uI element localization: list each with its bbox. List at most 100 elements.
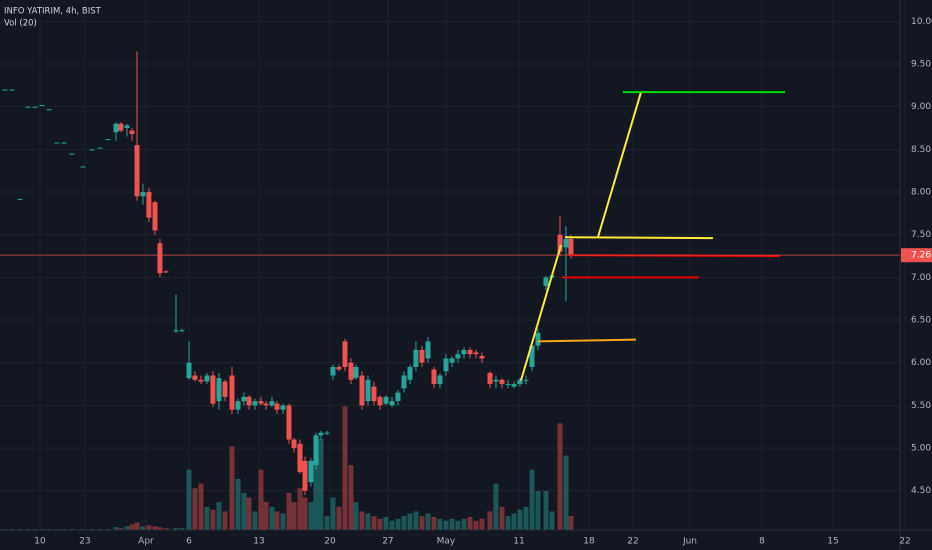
x-tick-label: 11 <box>513 537 524 547</box>
volume-bar <box>383 517 389 530</box>
candle-body <box>336 366 342 370</box>
candle-body <box>146 192 152 218</box>
y-tick-label: 9.50 <box>911 60 931 70</box>
last-price-badge <box>901 248 932 263</box>
volume-bar <box>401 516 407 530</box>
volume-bar <box>330 497 336 530</box>
candle-body <box>286 405 292 440</box>
volume-bar <box>535 491 541 530</box>
candle-body <box>32 106 38 108</box>
trend-line <box>537 338 636 343</box>
volume-bar <box>359 511 365 530</box>
candle-body <box>129 130 135 134</box>
y-tick-label: 6.00 <box>911 358 931 368</box>
volume-bar <box>324 516 330 530</box>
volume-bar <box>186 469 192 530</box>
candle-body <box>69 153 75 155</box>
candle-body <box>105 139 111 141</box>
candle-body <box>89 149 95 151</box>
candle-body <box>222 381 228 397</box>
candle-body <box>449 358 455 363</box>
y-tick-label: 7.50 <box>911 230 931 240</box>
candle-body <box>258 401 264 404</box>
candle-body <box>487 372 493 385</box>
candle-body <box>229 375 235 410</box>
volume-bar <box>336 506 342 530</box>
candle-body <box>313 435 319 466</box>
candle-body <box>308 460 314 483</box>
candle-body <box>383 396 389 404</box>
volume-bar <box>353 502 359 530</box>
candle-body <box>505 384 511 386</box>
candle-body <box>173 330 179 332</box>
volume-bar <box>163 528 169 530</box>
candle-body <box>252 401 258 406</box>
volume-bar <box>479 518 485 530</box>
volume-bar <box>229 446 235 530</box>
volume-bar <box>419 516 425 530</box>
volume-bar <box>529 469 535 530</box>
volume-bar <box>252 511 258 530</box>
volume-bar <box>173 528 179 530</box>
y-tick-label: 7.00 <box>911 273 931 283</box>
volume-bar <box>407 513 413 530</box>
volume-bar <box>241 492 247 530</box>
volume-bar <box>308 502 314 530</box>
volume <box>2 406 574 530</box>
volume-bar <box>487 511 493 530</box>
x-tick-label: Jun <box>682 537 697 547</box>
candle-body <box>97 147 103 149</box>
candle-body <box>419 349 425 363</box>
candle-body <box>529 345 535 367</box>
candle-body <box>371 386 377 402</box>
volume-bar <box>449 518 455 530</box>
volume-bar <box>511 513 517 530</box>
volume-bar <box>192 488 198 530</box>
y-tick-label: 6.50 <box>911 316 931 326</box>
candle-body <box>467 349 473 355</box>
volume-bar <box>118 528 124 530</box>
candle-body <box>246 396 252 406</box>
candle-body <box>568 238 574 256</box>
candle-body <box>389 401 395 406</box>
x-tick-label: 22 <box>899 537 910 547</box>
volume-bar <box>395 518 401 530</box>
volume-bar <box>280 513 286 530</box>
volume-bar <box>246 497 252 530</box>
volume-bar <box>297 488 303 530</box>
volume-bar <box>342 406 348 530</box>
x-tick-label: 10 <box>34 537 46 547</box>
volume-bar <box>216 502 222 530</box>
volume-bar <box>204 506 210 530</box>
candle-body <box>291 439 297 449</box>
candle-body <box>353 366 359 379</box>
candle-body <box>479 355 485 359</box>
volume-bar <box>291 502 297 530</box>
volume-bar <box>493 483 499 530</box>
volume-bar <box>377 518 383 530</box>
candle-body <box>557 234 563 252</box>
volume-bar <box>269 506 275 530</box>
volume-bar <box>129 524 135 530</box>
candle-body <box>61 142 67 144</box>
volume-bar <box>157 527 163 530</box>
candle-body <box>401 375 407 389</box>
candle-body <box>318 432 324 436</box>
volume-bar <box>318 439 324 530</box>
plot <box>0 51 900 496</box>
volume-bar <box>235 478 241 530</box>
candle-body <box>9 89 15 91</box>
candle-body <box>535 332 541 346</box>
volume-bar <box>543 491 549 530</box>
y-tick-label: 4.50 <box>911 486 931 496</box>
volume-bar <box>371 516 377 530</box>
volume-bar <box>499 506 505 530</box>
volume-bar <box>425 513 431 530</box>
y-tick-label: 8.00 <box>911 188 931 198</box>
axes: 10.00 9.50 9.00 8.50 8.00 7.50 7.00 6.50 6.00 5.5… <box>34 17 932 547</box>
last-price-label: 7.26 <box>911 251 931 261</box>
volume-bar <box>437 518 443 530</box>
volume-bar <box>286 492 292 530</box>
volume-bar <box>455 520 461 530</box>
